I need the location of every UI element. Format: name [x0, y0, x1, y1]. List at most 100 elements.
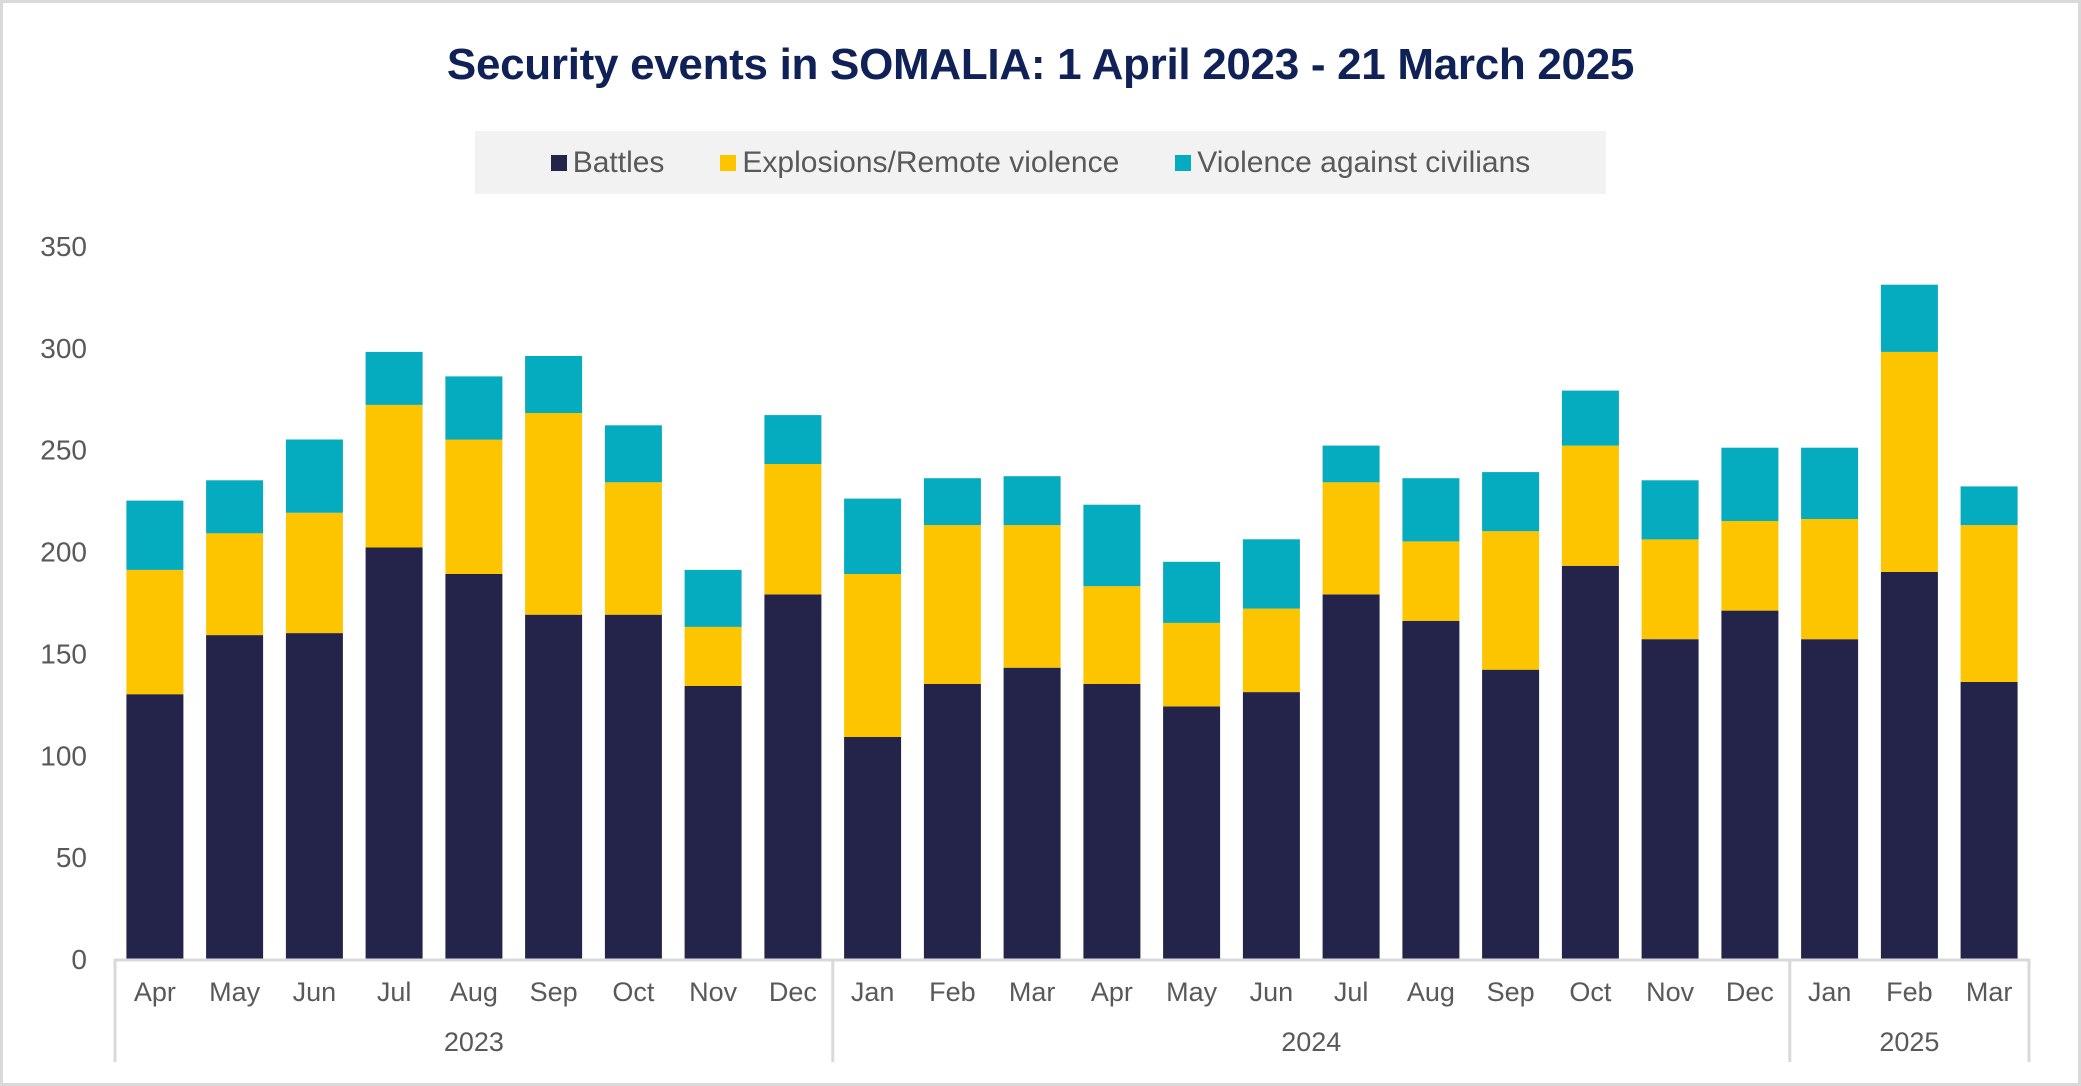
y-tick-label: 250	[40, 435, 87, 466]
y-tick-label: 350	[40, 231, 87, 262]
bar-segment-explosions	[844, 574, 902, 737]
bar-segment-violence-civilians	[764, 415, 822, 464]
legend-swatch-battles	[550, 154, 567, 171]
bar-segment-violence-civilians	[365, 351, 423, 405]
x-tick-label: Dec	[1726, 977, 1774, 1007]
bar-segment-explosions	[1083, 586, 1141, 684]
x-tick-label: Sep	[530, 977, 578, 1007]
x-tick-label: Nov	[1646, 977, 1695, 1007]
bar-segment-battles	[923, 684, 981, 959]
bar-segment-explosions	[1641, 539, 1699, 640]
bar-segment-battles	[1960, 681, 2018, 959]
bar-segment-violence-civilians	[445, 376, 503, 440]
bar-segment-violence-civilians	[1402, 478, 1460, 542]
bar-segment-battles	[844, 737, 902, 959]
legend-label-explosions: Explosions/Remote violence	[742, 145, 1120, 179]
x-tick-label: Apr	[134, 977, 176, 1007]
x-tick-label: Aug	[450, 977, 498, 1007]
bar-segment-violence-civilians	[1960, 486, 2018, 526]
x-tick-label: Jun	[1250, 977, 1294, 1007]
x-tick-label: Feb	[929, 977, 976, 1007]
bar-segment-battles	[1402, 620, 1460, 959]
bar-segment-explosions	[285, 512, 343, 634]
bar-segment-battles	[206, 635, 264, 959]
y-tick-label: 200	[40, 537, 87, 568]
bar-segment-explosions	[1801, 519, 1859, 640]
bar-segment-violence-civilians	[844, 498, 902, 574]
bar-segment-violence-civilians	[1322, 445, 1380, 483]
bar-segment-battles	[764, 594, 822, 959]
bar-segment-explosions	[1482, 531, 1540, 670]
legend-item-violence-civilians: Violence against civilians	[1175, 146, 1530, 180]
x-tick-label: May	[209, 977, 261, 1007]
bar-segment-violence-civilians	[285, 439, 343, 513]
bar-segment-battles	[1083, 684, 1141, 959]
bar-segment-explosions	[764, 464, 822, 595]
legend-label-violence-civilians: Violence against civilians	[1197, 145, 1531, 179]
x-tick-label: Jul	[1334, 977, 1369, 1007]
bar-segment-explosions	[525, 413, 583, 615]
bar-segment-battles	[445, 574, 503, 959]
bar-segment-explosions	[1402, 541, 1460, 621]
bar-segment-battles	[285, 633, 343, 959]
x-tick-label: Sep	[1487, 977, 1535, 1007]
bar-segment-explosions	[604, 482, 662, 615]
bar-segment-explosions	[1242, 608, 1300, 693]
bar-segment-battles	[1322, 594, 1380, 959]
bar-segment-violence-civilians	[525, 356, 583, 413]
y-tick-label: 50	[56, 842, 87, 873]
bar-segment-violence-civilians	[1083, 504, 1141, 587]
x-tick-label: Feb	[1886, 977, 1933, 1007]
bar-segment-explosions	[206, 533, 264, 636]
x-tick-label: Jan	[1808, 977, 1852, 1007]
y-axis: 0 50 100 150 200 250 300 350	[40, 231, 87, 975]
legend-item-explosions: Explosions/Remote violence	[720, 146, 1119, 180]
bar-segment-violence-civilians	[1721, 447, 1779, 521]
bar-segment-explosions	[1561, 445, 1619, 566]
x-tick-label: Nov	[689, 977, 738, 1007]
bar-segment-violence-civilians	[1003, 476, 1061, 526]
chart-title: Security events in SOMALIA: 1 April 2023…	[446, 40, 1635, 89]
bar-segment-violence-civilians	[1561, 390, 1619, 446]
bar-segment-explosions	[445, 439, 503, 574]
bar-segment-explosions	[1721, 521, 1779, 611]
y-tick-label: 100	[40, 740, 87, 771]
bar-segment-battles	[684, 686, 742, 959]
x-tick-label: Jul	[377, 977, 412, 1007]
legend-swatch-violence-civilians	[1175, 154, 1192, 171]
bar-segment-explosions	[1322, 482, 1380, 595]
bar-segment-battles	[1721, 610, 1779, 959]
bar-segment-explosions	[1003, 525, 1061, 668]
x-tick-label: Oct	[612, 977, 655, 1007]
legend-item-battles: Battles	[550, 145, 665, 180]
bar-segment-explosions	[365, 404, 423, 548]
bar-segment-explosions	[923, 525, 981, 684]
bar-segment-explosions	[1880, 351, 1938, 572]
bar-segment-battles	[525, 614, 583, 959]
legend-swatch-explosions	[720, 154, 737, 171]
bar-segment-explosions	[1163, 622, 1221, 707]
bar-segment-battles	[1163, 706, 1221, 959]
bar-segment-violence-civilians	[1641, 480, 1699, 540]
bar-segment-violence-civilians	[206, 480, 264, 534]
bar-segment-explosions	[684, 626, 742, 686]
bar-segment-violence-civilians	[1242, 539, 1300, 609]
bar-segment-battles	[604, 614, 662, 959]
bar-segment-explosions	[1960, 525, 2018, 682]
x-tick-label: Jun	[293, 977, 337, 1007]
legend-label-battles: Battles	[572, 145, 665, 179]
bar-segment-explosions	[126, 569, 184, 695]
bar-segment-violence-civilians	[604, 425, 662, 483]
y-tick-label: 150	[40, 638, 87, 669]
x-tick-label: Mar	[1009, 977, 1056, 1007]
bar-segment-battles	[1641, 639, 1699, 959]
x-group-label: 2025	[1879, 1027, 1939, 1057]
bar-segment-violence-civilians	[1801, 447, 1859, 519]
bar-segment-violence-civilians	[126, 500, 184, 570]
bar-segment-violence-civilians	[923, 478, 981, 526]
bar-segment-battles	[1561, 565, 1619, 959]
bar-segment-violence-civilians	[684, 569, 742, 627]
y-tick-label: 0	[71, 944, 87, 975]
y-tick-label: 300	[40, 333, 87, 364]
